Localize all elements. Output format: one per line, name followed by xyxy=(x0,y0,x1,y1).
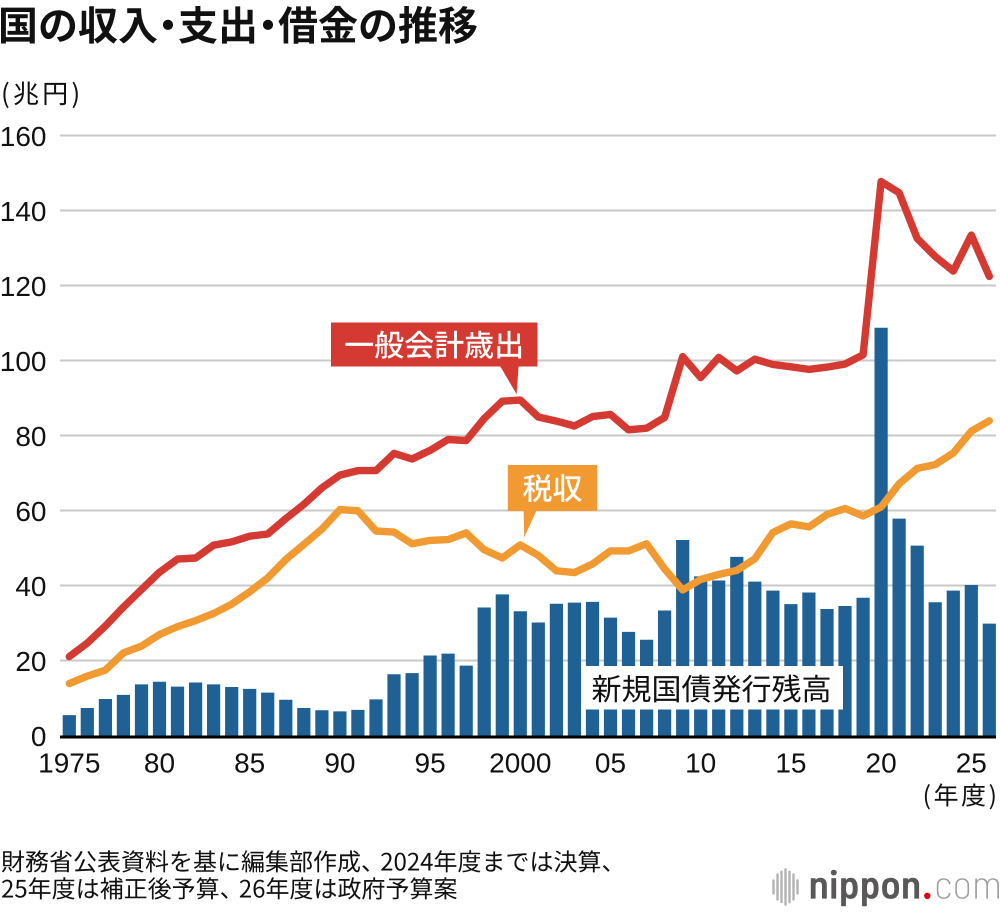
svg-text:25: 25 xyxy=(956,748,987,779)
svg-text:95: 95 xyxy=(415,748,446,779)
svg-text:2000: 2000 xyxy=(489,748,551,779)
svg-text:20: 20 xyxy=(866,748,897,779)
svg-text:80: 80 xyxy=(144,748,175,779)
svg-text:0: 0 xyxy=(31,721,47,752)
svg-text:120: 120 xyxy=(0,271,47,302)
svg-text:20: 20 xyxy=(15,646,46,677)
svg-text:10: 10 xyxy=(685,748,716,779)
svg-text:160: 160 xyxy=(0,121,47,152)
svg-text:85: 85 xyxy=(234,748,265,779)
svg-text:90: 90 xyxy=(324,748,355,779)
svg-text:80: 80 xyxy=(15,421,46,452)
svg-text:05: 05 xyxy=(595,748,626,779)
svg-text:1975: 1975 xyxy=(38,748,100,779)
svg-text:140: 140 xyxy=(0,196,47,227)
svg-text:40: 40 xyxy=(15,571,46,602)
svg-text:60: 60 xyxy=(15,496,46,527)
svg-text:15: 15 xyxy=(775,748,806,779)
svg-text:100: 100 xyxy=(0,346,47,377)
